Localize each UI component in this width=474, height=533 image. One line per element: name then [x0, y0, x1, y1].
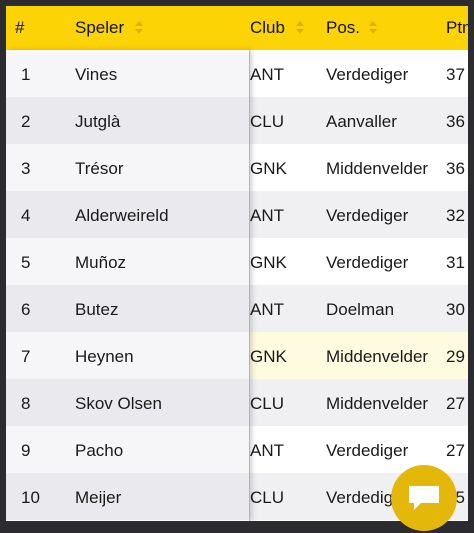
row-fixed-part	[6, 473, 249, 520]
cell-position: Middenvelder	[326, 159, 429, 178]
cell-points: 32	[446, 206, 465, 225]
fixed-column-shadow	[6, 50, 249, 521]
row-fixed-part	[6, 379, 249, 426]
cell-position: Verdediger	[326, 488, 409, 507]
cell-club: CLU	[250, 394, 285, 413]
cell-club: CLU	[250, 488, 285, 507]
cell-rank: 10	[21, 488, 40, 507]
cell-player: Jutglà	[75, 112, 121, 131]
cell-club: ANT	[250, 65, 284, 84]
cell-player: Trésor	[75, 159, 124, 178]
row-scroll-part	[249, 379, 468, 426]
table-row[interactable]: 7 Heynen GNK Middenvelder 29	[6, 332, 468, 379]
row-fixed-part	[6, 50, 249, 97]
cell-club: ANT	[250, 206, 284, 225]
cell-club: ANT	[250, 300, 284, 319]
cell-position: Verdediger	[326, 441, 409, 460]
cell-points: 36	[446, 112, 465, 131]
cell-club: GNK	[250, 253, 287, 272]
sort-icon[interactable]	[296, 21, 304, 37]
cell-position: Verdediger	[326, 65, 409, 84]
cell-rank: 5	[21, 253, 31, 272]
column-header-player[interactable]: Speler	[75, 18, 125, 37]
chat-bubble-icon	[409, 486, 439, 510]
table-row[interactable]: 8 Skov Olsen CLU Middenvelder 27	[6, 379, 468, 426]
cell-points: 29	[446, 347, 465, 366]
sort-icon[interactable]	[135, 21, 143, 37]
column-header-club[interactable]: Club	[250, 18, 285, 37]
cell-player: Meijer	[75, 488, 122, 507]
sort-icon[interactable]	[369, 21, 377, 37]
row-fixed-part	[6, 426, 249, 473]
cell-rank: 8	[21, 394, 31, 413]
row-scroll-part	[249, 191, 468, 238]
cell-club: ANT	[250, 441, 284, 460]
table-row[interactable]: 1 Vines ANT Verdediger 37	[6, 50, 468, 97]
cell-player: Butez	[75, 300, 119, 319]
chat-button[interactable]	[391, 465, 457, 531]
table-row[interactable]: 3 Trésor GNK Middenvelder 36	[6, 144, 468, 191]
row-fixed-part	[6, 97, 249, 144]
column-header-rank: #	[15, 18, 25, 37]
cell-player: Alderweireld	[75, 206, 169, 225]
table-header: # Speler Club Pos. Ptn	[6, 6, 468, 50]
cell-player: Vines	[75, 65, 118, 84]
cell-position: Doelman	[326, 300, 395, 319]
cell-club: GNK	[250, 347, 287, 366]
cell-position: Middenvelder	[326, 394, 429, 413]
cell-position: Aanvaller	[326, 112, 397, 131]
ranking-table: # Speler Club Pos. Ptn 1 Vines ANT Verdedig…	[6, 6, 468, 521]
row-fixed-part	[6, 238, 249, 285]
cell-points: 31	[446, 253, 465, 272]
cell-points: 27	[446, 394, 465, 413]
cell-rank: 7	[21, 347, 31, 366]
cell-points: 37	[446, 65, 465, 84]
cell-points: 36	[446, 159, 465, 178]
column-header-points[interactable]: Ptn	[446, 18, 468, 37]
cell-rank: 3	[21, 159, 31, 178]
table-row[interactable]: 2 Jutglà CLU Aanvaller 36	[6, 97, 468, 144]
cell-club: CLU	[250, 112, 285, 131]
cell-rank: 1	[21, 65, 31, 84]
column-divider	[249, 50, 250, 521]
cell-position: Verdediger	[326, 206, 409, 225]
row-scroll-part	[249, 144, 468, 191]
row-fixed-part	[6, 144, 249, 191]
cell-rank: 6	[21, 300, 31, 319]
cell-position: Middenvelder	[326, 347, 429, 366]
cell-player: Skov Olsen	[75, 394, 162, 413]
cell-position: Verdediger	[326, 253, 409, 272]
table-row[interactable]: 5 Muñoz GNK Verdediger 31	[6, 238, 468, 285]
cell-rank: 2	[21, 112, 31, 131]
cell-rank: 9	[21, 441, 31, 460]
row-fixed-part	[6, 191, 249, 238]
row-scroll-part	[249, 238, 468, 285]
table-row[interactable]: 4 Alderweireld ANT Verdediger 32	[6, 191, 468, 238]
cell-points: 27	[446, 441, 465, 460]
table-row[interactable]: 6 Butez ANT Doelman 30	[6, 285, 468, 332]
cell-player: Heynen	[75, 347, 134, 366]
row-fixed-part	[6, 332, 249, 379]
row-scroll-part	[249, 332, 468, 379]
cell-player: Muñoz	[75, 253, 127, 272]
cell-rank: 4	[21, 206, 31, 225]
cell-club: GNK	[250, 159, 287, 178]
cell-points: 30	[446, 300, 465, 319]
row-scroll-part	[249, 285, 468, 332]
row-scroll-part	[249, 97, 468, 144]
column-header-position[interactable]: Pos.	[326, 18, 361, 37]
cell-player: Pacho	[75, 441, 124, 460]
table-row[interactable]: 9 Pacho ANT Verdediger 27	[6, 426, 468, 473]
row-fixed-part	[6, 285, 249, 332]
row-scroll-part	[249, 50, 468, 97]
